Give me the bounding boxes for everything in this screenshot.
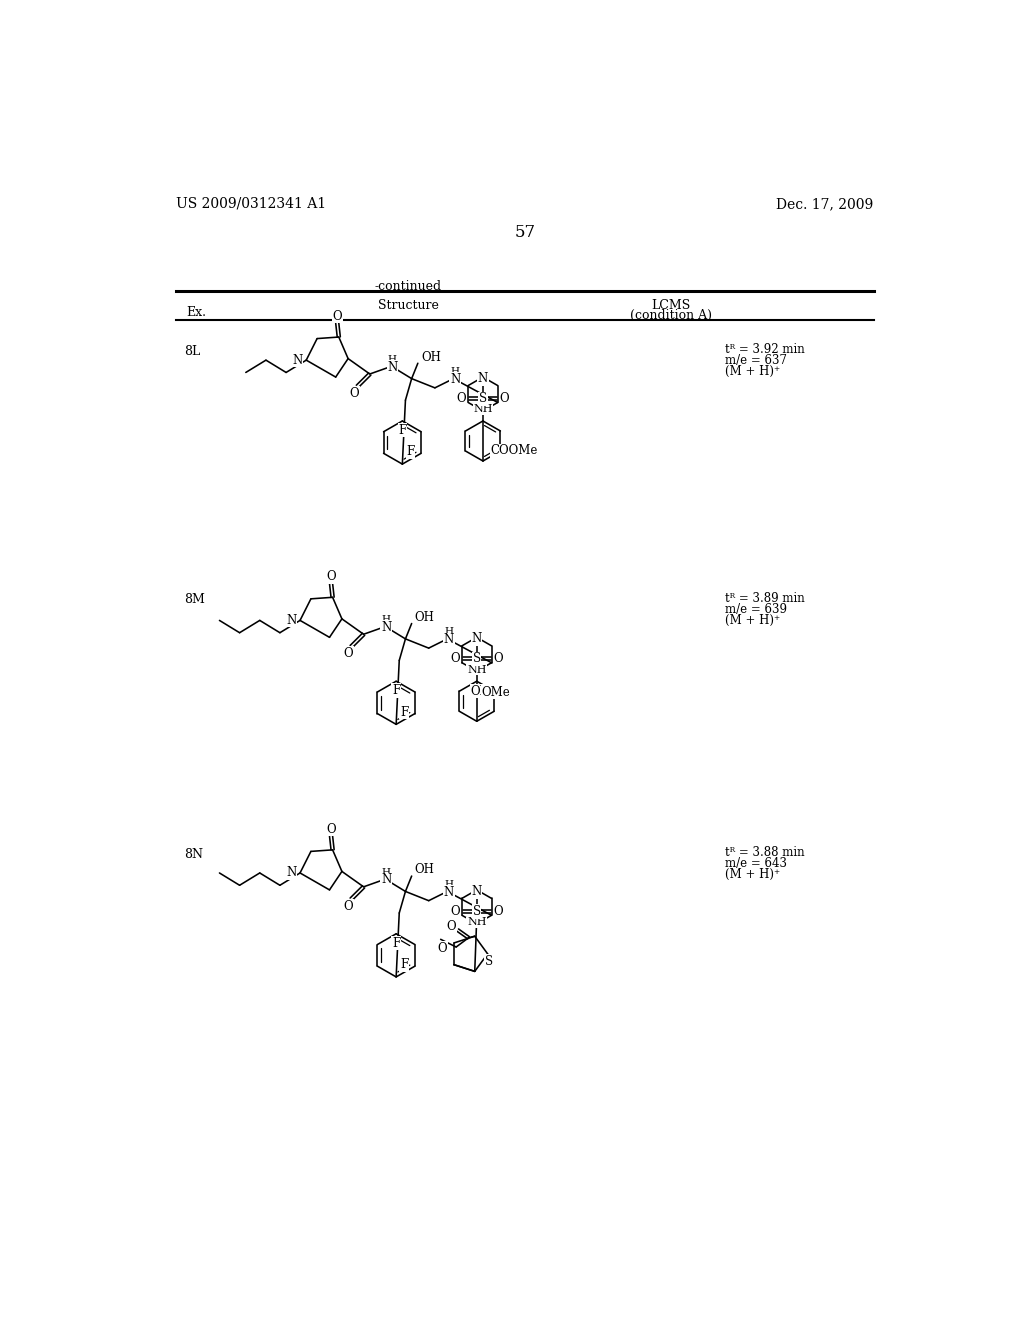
Text: -continued: -continued [375,280,442,293]
Text: OH: OH [415,863,434,876]
Text: (M + H)⁺: (M + H)⁺ [725,364,780,378]
Text: N: N [286,614,296,627]
Text: F: F [392,684,400,697]
Text: N: N [478,372,488,385]
Text: H: H [451,367,460,376]
Text: Structure: Structure [378,300,439,313]
Text: N: N [450,372,460,385]
Text: 8N: 8N [183,847,203,861]
Text: O: O [494,906,503,917]
Text: O: O [451,906,460,917]
Text: N: N [292,354,302,367]
Text: O: O [327,822,336,836]
Text: m/e = 637: m/e = 637 [725,354,786,367]
Text: N: N [387,360,397,374]
Text: S: S [473,906,481,917]
Text: tᴿ = 3.89 min: tᴿ = 3.89 min [725,591,805,605]
Text: OH: OH [421,351,440,363]
Text: H: H [388,355,396,364]
Text: H: H [444,627,454,636]
Text: N: N [443,634,454,647]
Text: O: O [500,392,510,405]
Text: O: O [343,647,353,660]
Text: N: N [286,866,296,879]
Text: O: O [327,570,336,583]
Text: tᴿ = 3.88 min: tᴿ = 3.88 min [725,846,805,859]
Text: (M + H)⁺: (M + H)⁺ [725,867,780,880]
Text: N: N [472,884,482,898]
Text: m/e = 639: m/e = 639 [725,603,786,615]
Text: O: O [437,942,447,956]
Text: O: O [457,392,466,405]
Text: S: S [473,652,481,665]
Text: Ex.: Ex. [186,306,206,319]
Text: (M + H)⁺: (M + H)⁺ [725,614,780,627]
Text: H: H [382,867,390,876]
Text: NH: NH [473,404,493,414]
Text: NH: NH [467,665,486,675]
Text: S: S [485,954,494,968]
Text: O: O [333,310,342,323]
Text: N: N [443,886,454,899]
Text: COOMe: COOMe [490,445,538,458]
Text: F: F [392,936,400,949]
Text: OH: OH [415,611,434,624]
Text: NH: NH [467,917,486,927]
Text: US 2009/0312341 A1: US 2009/0312341 A1 [176,197,327,211]
Text: LCMS: LCMS [651,298,690,312]
Text: N: N [472,632,482,645]
Text: 8L: 8L [183,345,200,358]
Text: 8M: 8M [183,594,205,606]
Text: OMe: OMe [470,685,499,698]
Text: O: O [349,387,359,400]
Text: O: O [343,899,353,912]
Text: F: F [400,958,409,972]
Text: N: N [381,874,391,887]
Text: 57: 57 [514,224,536,240]
Text: O: O [494,652,503,665]
Text: O: O [446,920,457,933]
Text: F: F [400,705,409,718]
Text: (condition A): (condition A) [630,309,712,322]
Text: m/e = 643: m/e = 643 [725,857,786,870]
Text: H: H [382,615,390,624]
Text: F: F [407,445,415,458]
Text: Dec. 17, 2009: Dec. 17, 2009 [776,197,873,211]
Text: H: H [444,880,454,888]
Text: OMe: OMe [481,685,510,698]
Text: S: S [479,392,487,405]
Text: F: F [398,424,407,437]
Text: N: N [381,620,391,634]
Text: O: O [451,652,460,665]
Text: tᴿ = 3.92 min: tᴿ = 3.92 min [725,343,805,356]
